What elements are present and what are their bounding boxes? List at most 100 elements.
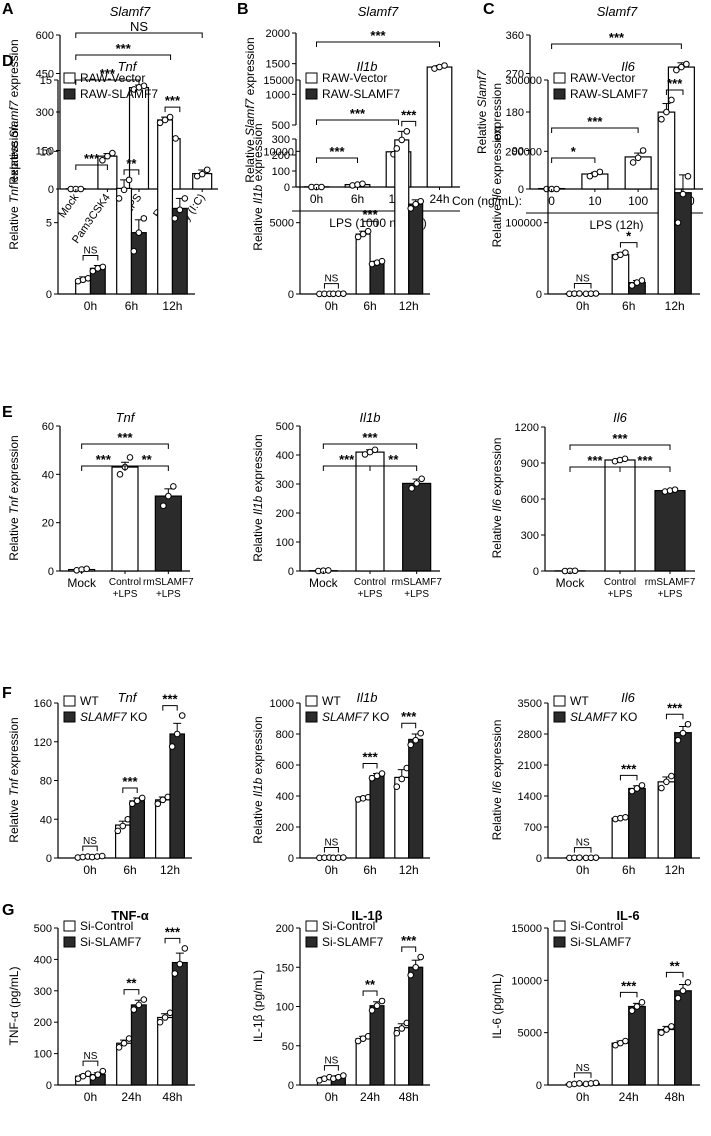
significance-bracket: [665, 89, 684, 95]
y-tick-label: 0: [288, 566, 294, 578]
y-tick-label: 600: [521, 494, 539, 506]
data-point: [441, 62, 448, 69]
y-tick-label: 1000: [270, 698, 294, 710]
label-part: Relative: [490, 201, 504, 248]
bar-control: [355, 797, 371, 859]
data-point: [109, 149, 116, 157]
data-point: [674, 219, 682, 226]
x-tick-label: 24h: [360, 1090, 380, 1104]
y-tick-label: 2800: [518, 729, 542, 741]
data-point: [398, 775, 406, 783]
label-part: IL-1β (pg/mL): [251, 970, 265, 1042]
significance-bracket: [665, 971, 684, 978]
label-part: Relative: [7, 514, 21, 561]
data-point: [638, 277, 646, 284]
significance-bracket: [619, 774, 638, 781]
y-tick-label: 600: [276, 760, 294, 772]
y-axis-label: Relative Slamf7: [475, 69, 489, 154]
bar-control: [157, 119, 174, 295]
data-point: [115, 195, 123, 202]
significance-bracket: [122, 787, 138, 793]
data-point: [407, 741, 414, 749]
data-point: [160, 502, 167, 510]
label-part: Relative: [490, 512, 504, 559]
chart-title: Slamf7: [597, 4, 638, 19]
label-part: Relative: [475, 107, 489, 154]
data-point: [125, 176, 133, 184]
x-tick-label: 0h: [84, 1090, 97, 1104]
data-point: [94, 1071, 102, 1078]
legend-label: Si-Control: [80, 919, 133, 933]
x-tick-label: 48h: [665, 1090, 685, 1104]
significance-label: ***: [84, 151, 100, 166]
bar-treated: [369, 1005, 385, 1086]
data-point: [684, 979, 692, 986]
data-point: [663, 778, 670, 786]
y-tick-label: 50: [282, 1041, 294, 1053]
data-point: [674, 736, 682, 744]
y-tick-label: 150: [276, 962, 294, 974]
significance-bracket: [551, 43, 682, 49]
significance-label: **: [126, 976, 137, 991]
y-tick-label: 0: [288, 853, 294, 865]
significance-bracket: [162, 705, 178, 711]
significance-label: ***: [362, 430, 378, 445]
bar-treated: [171, 961, 188, 1086]
x-tick-label: 6h: [351, 192, 364, 206]
data-point: [393, 1029, 401, 1037]
significance-label: ***: [609, 30, 625, 45]
bar: [154, 495, 182, 572]
data-point: [171, 215, 179, 222]
y-tick-label: 300: [276, 479, 294, 491]
data-point: [99, 263, 107, 271]
data-point: [576, 854, 583, 861]
chart-title: Il6: [621, 59, 636, 74]
y-tick-label: 200: [272, 150, 290, 162]
bar-treated: [369, 775, 385, 859]
y-tick-label: 0: [46, 853, 52, 865]
significance-bracket: [569, 444, 671, 450]
data-point: [663, 1026, 670, 1033]
legend-swatch: [305, 920, 318, 932]
y-tick-label: 600: [36, 30, 54, 42]
significance-label: NS: [324, 838, 338, 849]
legend-swatch: [305, 695, 318, 707]
label-part: Relative: [7, 203, 21, 250]
data-point: [407, 971, 414, 979]
data-point: [359, 230, 367, 238]
data-point: [678, 63, 685, 71]
bar-treated: [130, 232, 147, 295]
y-tick-label: 450: [36, 69, 54, 81]
data-point: [398, 136, 406, 144]
data-point: [119, 822, 127, 830]
y-axis-label: TNF-α (pg/mL): [7, 967, 21, 1046]
data-point: [628, 787, 636, 795]
y-tick-label: 500: [272, 120, 290, 132]
label-part: expression: [251, 716, 265, 777]
y-tick-label: 200000: [505, 146, 542, 158]
x-tick-label: 6h: [123, 863, 136, 877]
bar: [402, 482, 432, 572]
bar: [604, 459, 636, 572]
y-axis-label: Relative Il1b expression: [251, 716, 265, 843]
x-tick-label: Control +LPS: [109, 577, 141, 600]
legend-label: RAW-Vector: [80, 71, 145, 85]
label-part: expression: [243, 37, 257, 98]
y-tick-label: 400: [276, 791, 294, 803]
x-tick-label: Mock: [56, 191, 81, 220]
y-tick-label: 100000: [505, 218, 542, 230]
y-tick-label: 1500: [266, 59, 290, 71]
panel-letter-E: E: [2, 404, 13, 421]
x-tick-label: 0h: [83, 863, 96, 877]
axis-break: [290, 128, 302, 136]
bar: [654, 490, 686, 572]
data-point: [371, 446, 379, 454]
significance-label: **: [142, 452, 153, 467]
data-point: [203, 166, 211, 174]
data-point: [658, 115, 665, 123]
group-label: LPS (12h): [589, 218, 643, 232]
legend-swatch: [63, 88, 76, 100]
label-part: Il1b: [251, 184, 265, 204]
